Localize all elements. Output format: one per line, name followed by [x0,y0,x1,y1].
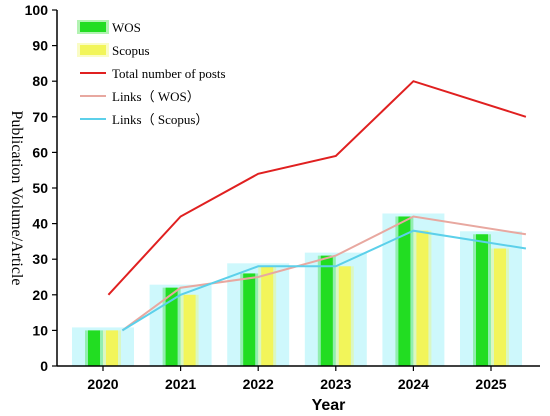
x-tick-label: 2024 [398,376,429,392]
bar-halo [460,231,522,366]
y-tick-label: 40 [32,216,48,232]
bar-halo-layer [72,213,522,366]
bar-halo [72,327,134,366]
y-tick-label: 90 [32,38,48,54]
x-tick-label: 2025 [475,376,506,392]
y-tick-label: 100 [25,2,49,18]
bar-wos [88,330,100,366]
legend-label: Total number of posts [112,66,226,81]
bar-halo [149,284,212,366]
y-tick-label: 10 [32,322,48,338]
x-tick-label: 2023 [320,376,351,392]
bar-halo [304,252,367,366]
bar-scopus [106,330,118,366]
legend-label: Scopus [112,43,150,58]
bar-scopus [416,230,429,366]
legend-label: Links（ WOS） [112,89,200,104]
bar-scopus [261,266,274,366]
legend-swatch [80,45,106,55]
legend-label: WOS [112,20,141,35]
legend-swatch [80,22,106,32]
y-tick-label: 70 [32,109,48,125]
x-tick-label: 2021 [165,376,196,392]
bar-wos [476,234,488,366]
bar-wos [165,287,178,366]
x-axis-title: Year [312,397,346,414]
bar-scopus [183,294,196,366]
line-total-number-of-posts [107,80,527,296]
y-tick-label: 50 [32,180,48,196]
y-tick-label: 60 [32,144,48,160]
bar-wos [243,273,256,366]
bar-scopus [494,248,506,366]
y-tick-label: 80 [32,73,48,89]
bar-halo [382,213,445,366]
y-tick-label: 30 [32,251,48,267]
x-tick-label: 2022 [243,376,274,392]
bar-wos [398,216,411,366]
line-layer [107,80,527,332]
y-axis-title: Publication Volume/Article [8,111,25,286]
line-links-scopus [121,229,527,332]
bar-layer [85,216,509,366]
tick-layer: 0 10 20 30 40 50 60 70 80 90 100 2020 2021 2022 2023 20… [25,2,507,392]
legend-label: Links（ Scopus） [112,112,208,127]
y-tick-label: 20 [32,287,48,303]
bar-scopus [338,266,351,366]
y-tick-label: 0 [40,358,48,374]
x-tick-label: 2020 [87,376,118,392]
legend: WOS Scopus Total number of posts Links（ WOS… [77,20,226,127]
bar-wos [320,255,333,366]
